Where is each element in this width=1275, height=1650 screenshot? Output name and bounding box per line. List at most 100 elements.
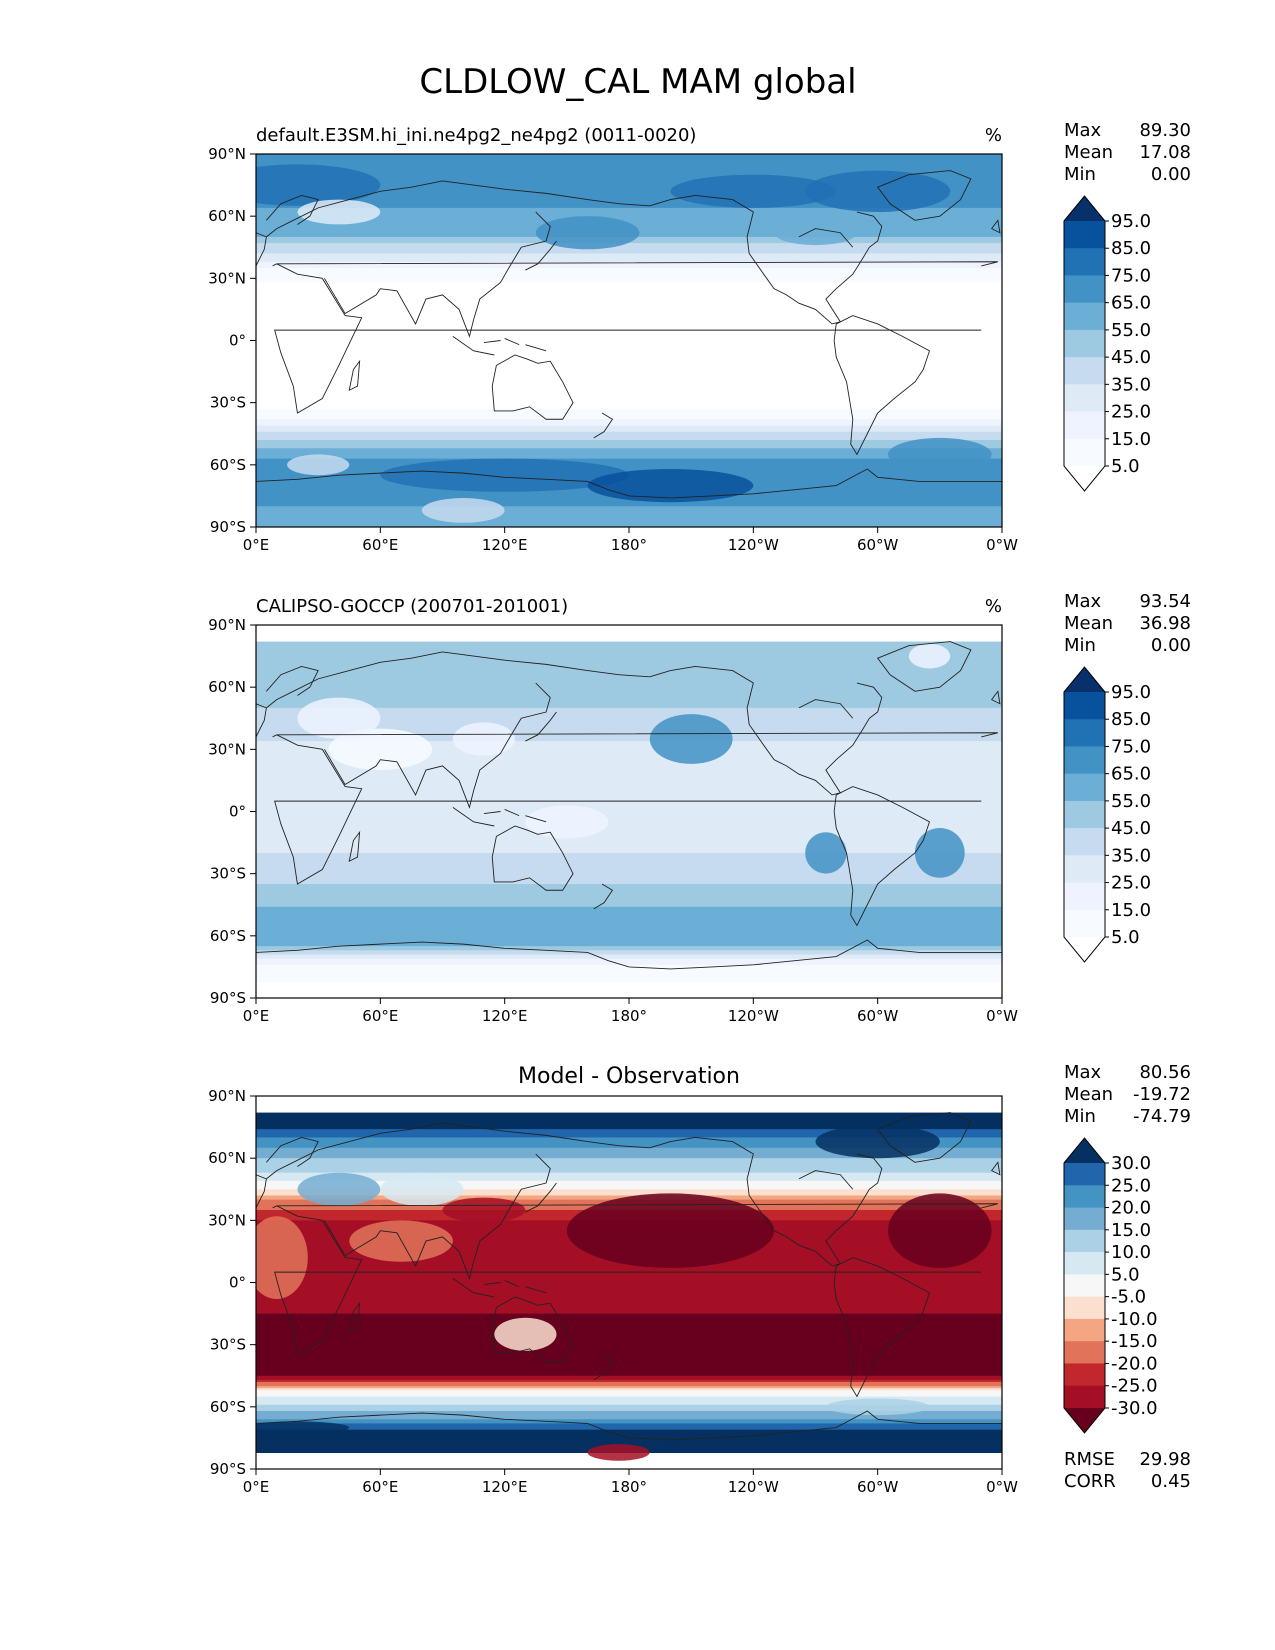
field-band	[256, 1332, 1002, 1335]
field-band	[256, 276, 1002, 279]
field-band	[256, 1263, 1002, 1267]
field-band	[256, 321, 1002, 325]
colorbar-tick-label: 95.0	[1111, 211, 1151, 232]
field-band	[256, 502, 1002, 505]
lon-tick-label: 120°E	[482, 1007, 528, 1025]
field-band	[256, 218, 1002, 221]
stat-max-value: 80.56	[1139, 1062, 1191, 1083]
field-band	[256, 506, 1002, 509]
lat-tick-label: 30°N	[208, 269, 246, 287]
field-band	[256, 828, 1002, 831]
field-band	[256, 902, 1002, 906]
field-band	[256, 1166, 1002, 1170]
field-band	[256, 786, 1002, 790]
field-patch	[287, 454, 350, 476]
field-band	[256, 392, 1002, 395]
field-band	[256, 1292, 1002, 1296]
field-band	[256, 520, 1002, 524]
field-band	[256, 1147, 1002, 1151]
field-band	[256, 1183, 1002, 1186]
field-band	[256, 796, 1002, 800]
field-band	[256, 956, 1002, 960]
field-band	[256, 1402, 1002, 1406]
field-band	[256, 964, 1002, 968]
field-band	[256, 446, 1002, 449]
stat-mean-value: 36.98	[1139, 613, 1191, 634]
field-band	[256, 1294, 1002, 1298]
field-band	[256, 1334, 1002, 1337]
colorbar-segment	[1064, 329, 1105, 358]
field-patch	[908, 643, 951, 669]
field-band	[256, 908, 1002, 912]
field-band	[256, 450, 1002, 453]
lat-tick-label: 60°S	[210, 1398, 246, 1416]
field-band	[256, 888, 1002, 891]
field-band	[256, 187, 1002, 190]
field-band	[256, 728, 1002, 732]
field-patch	[256, 1421, 350, 1434]
lat-tick-label: 0°	[229, 332, 246, 350]
field-band	[256, 1290, 1002, 1294]
colorbar-segment	[1064, 882, 1105, 911]
field-band	[256, 214, 1002, 217]
field-band	[256, 288, 1002, 292]
colorbar-tick-label: -5.0	[1111, 1287, 1146, 1308]
field-band	[256, 278, 1002, 281]
field-band	[256, 280, 1002, 284]
field-band	[256, 668, 1002, 672]
field-band	[256, 286, 1002, 290]
field-band	[256, 1191, 1002, 1194]
field-band	[256, 265, 1002, 269]
field-band	[256, 641, 1002, 645]
lat-tick-label: 30°S	[210, 1336, 246, 1354]
field-band	[256, 1118, 1002, 1122]
field-band	[256, 1297, 1002, 1300]
field-band	[256, 444, 1002, 447]
field-band	[256, 697, 1002, 701]
field-band	[256, 709, 1002, 713]
stat-min-value: 0.00	[1151, 635, 1191, 656]
field-patch	[297, 1172, 381, 1206]
field-band	[256, 1431, 1002, 1435]
field-band	[256, 439, 1002, 443]
lat-tick-label: 60°S	[210, 456, 246, 474]
field-band	[256, 714, 1002, 717]
field-band	[256, 1442, 1002, 1445]
colorbar-segment	[1064, 248, 1105, 276]
field-band	[256, 243, 1002, 246]
field-band	[256, 365, 1002, 369]
colorbar-tick-label: 95.0	[1111, 682, 1151, 703]
field-band	[256, 1303, 1002, 1306]
field-band	[256, 386, 1002, 389]
field-band	[256, 807, 1002, 811]
colorbar-segment	[1064, 1229, 1105, 1253]
field-band	[256, 898, 1002, 902]
field-band	[256, 946, 1002, 949]
field-band	[256, 780, 1002, 784]
lat-tick-label: 0°	[229, 1274, 246, 1292]
field-band	[256, 357, 1002, 360]
field-band	[256, 685, 1002, 688]
field-patch	[380, 458, 629, 492]
field-band	[256, 830, 1002, 833]
field-band	[256, 160, 1002, 163]
colorbar-segment	[1064, 855, 1105, 884]
lon-tick-label: 0°E	[243, 536, 270, 554]
field-band	[256, 390, 1002, 393]
field-patch	[442, 1197, 526, 1223]
field-band	[256, 689, 1002, 692]
field-band	[256, 734, 1002, 738]
field-band	[256, 209, 1002, 213]
lon-tick-label: 0°E	[243, 1007, 270, 1025]
colorbar-extend-min	[1064, 1408, 1105, 1433]
field-band	[256, 429, 1002, 433]
field-band	[256, 819, 1002, 823]
field-band	[256, 1375, 1002, 1379]
colorbar-tick-label: 65.0	[1111, 764, 1151, 785]
field-band	[256, 1355, 1002, 1358]
colorbar-tick-label: -25.0	[1111, 1376, 1158, 1397]
field-band	[256, 720, 1002, 723]
field-band	[256, 408, 1002, 412]
field-band	[256, 836, 1002, 840]
field-band	[256, 323, 1002, 327]
